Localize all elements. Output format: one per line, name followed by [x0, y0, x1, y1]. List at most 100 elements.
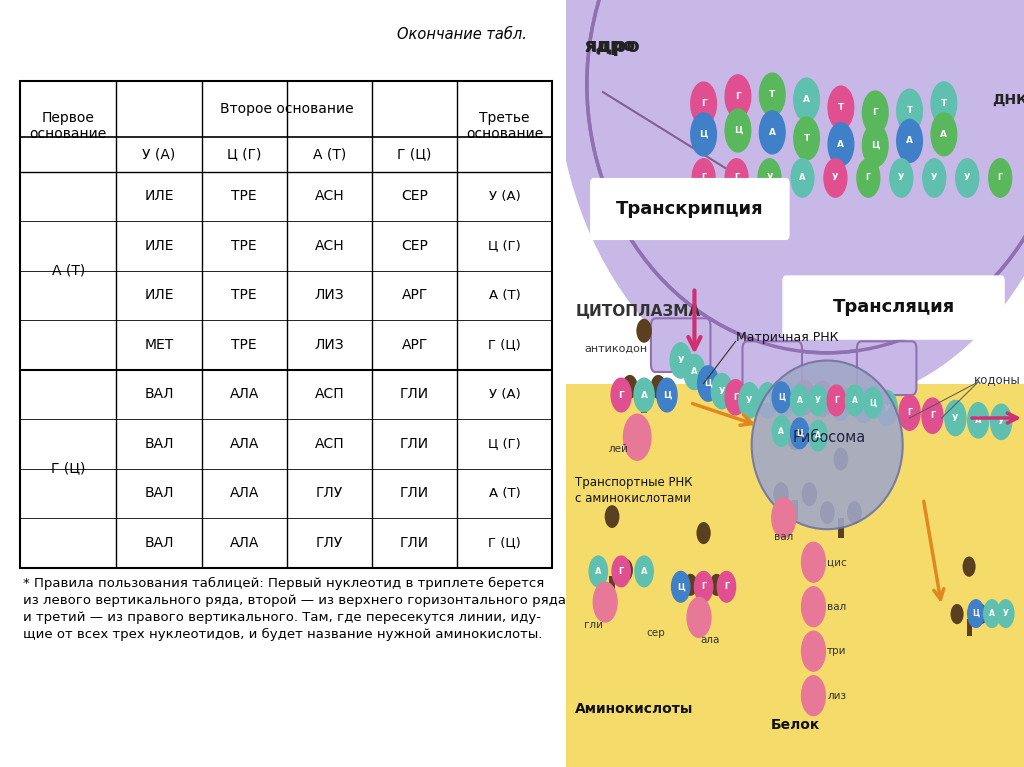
- Circle shape: [725, 380, 746, 415]
- Ellipse shape: [618, 558, 633, 581]
- Text: ядро: ядро: [585, 37, 640, 55]
- Text: ГЛИ: ГЛИ: [400, 486, 429, 500]
- Circle shape: [697, 366, 719, 401]
- Text: Г: Г: [865, 173, 871, 183]
- Text: А: А: [803, 95, 810, 104]
- Text: А (Т): А (Т): [488, 289, 520, 302]
- Text: вал: вал: [774, 532, 794, 542]
- Text: Ц: Ц: [869, 398, 877, 407]
- Text: Г: Г: [724, 582, 729, 591]
- Text: ала: ала: [700, 635, 720, 646]
- Bar: [641, 393, 647, 413]
- Circle shape: [772, 498, 796, 538]
- Text: Второе основание: Второе основание: [220, 101, 353, 116]
- Ellipse shape: [787, 426, 803, 450]
- Text: гли: гли: [585, 620, 603, 630]
- Circle shape: [624, 414, 651, 460]
- FancyBboxPatch shape: [782, 275, 1005, 340]
- Circle shape: [802, 587, 825, 627]
- FancyBboxPatch shape: [857, 341, 916, 395]
- Text: А: А: [691, 367, 697, 377]
- Text: АЛА: АЛА: [229, 437, 259, 451]
- Text: цис: цис: [827, 557, 847, 568]
- Bar: [700, 591, 707, 609]
- Text: Г (Ц): Г (Ц): [488, 338, 521, 351]
- Circle shape: [670, 343, 691, 378]
- Circle shape: [718, 571, 735, 602]
- Text: ВАЛ: ВАЛ: [144, 536, 174, 550]
- Circle shape: [758, 159, 781, 197]
- Text: ИЛЕ: ИЛЕ: [144, 239, 174, 253]
- Text: АСН: АСН: [314, 239, 344, 253]
- Text: АСП: АСП: [314, 387, 344, 401]
- Circle shape: [611, 378, 631, 412]
- Text: ЛИЗ: ЛИЗ: [314, 337, 344, 352]
- Text: А: А: [799, 173, 806, 183]
- Circle shape: [862, 91, 888, 134]
- Text: Ц (Г): Ц (Г): [227, 147, 261, 161]
- Text: ГЛУ: ГЛУ: [315, 536, 343, 550]
- Circle shape: [692, 159, 715, 197]
- Circle shape: [635, 556, 653, 587]
- Circle shape: [827, 385, 846, 416]
- Text: Г: Г: [618, 390, 624, 400]
- Text: антикодон: антикодон: [585, 344, 648, 354]
- Text: ГЛИ: ГЛИ: [400, 536, 429, 550]
- Text: АЛА: АЛА: [229, 486, 259, 500]
- Circle shape: [794, 78, 819, 121]
- Circle shape: [775, 381, 797, 416]
- Text: А (Т): А (Т): [51, 264, 85, 278]
- Text: Окончание табл.: Окончание табл.: [396, 27, 526, 42]
- Circle shape: [923, 159, 946, 197]
- Text: А: А: [641, 567, 647, 576]
- Text: У (А): У (А): [488, 388, 520, 401]
- Circle shape: [955, 159, 979, 197]
- Text: Г: Г: [734, 173, 739, 183]
- Text: ТРЕ: ТРЕ: [231, 288, 257, 302]
- Text: Третье
основание: Третье основание: [466, 111, 544, 141]
- Circle shape: [809, 420, 827, 451]
- Circle shape: [589, 556, 607, 587]
- Circle shape: [757, 383, 778, 418]
- Text: А: А: [797, 396, 803, 405]
- Circle shape: [812, 381, 834, 416]
- Text: Г: Г: [907, 408, 912, 417]
- Text: Т: Т: [906, 106, 912, 115]
- Circle shape: [990, 404, 1012, 439]
- Text: Матричная РНК: Матричная РНК: [735, 331, 838, 344]
- Text: У: У: [931, 173, 938, 183]
- Circle shape: [694, 571, 713, 602]
- Text: СЕР: СЕР: [401, 189, 428, 203]
- Text: У: У: [782, 394, 790, 403]
- Circle shape: [802, 676, 825, 716]
- Text: Ц: Ц: [677, 582, 685, 591]
- Text: У: У: [884, 403, 890, 413]
- Circle shape: [828, 123, 854, 166]
- Circle shape: [772, 416, 791, 446]
- Ellipse shape: [636, 319, 652, 343]
- Ellipse shape: [950, 604, 964, 624]
- Text: А (Т): А (Т): [488, 487, 520, 500]
- Text: ГЛИ: ГЛИ: [400, 437, 429, 451]
- Text: А: А: [595, 567, 601, 576]
- Text: А: А: [852, 396, 857, 405]
- Text: ИЛЕ: ИЛЕ: [144, 288, 174, 302]
- Circle shape: [897, 89, 923, 132]
- Text: А: А: [769, 128, 776, 137]
- Text: Ц: Ц: [699, 130, 708, 139]
- FancyBboxPatch shape: [651, 318, 711, 372]
- Circle shape: [968, 600, 984, 627]
- Text: Рибосома: Рибосома: [793, 430, 866, 445]
- Text: Ц: Ц: [705, 379, 712, 388]
- Bar: [609, 576, 614, 595]
- Text: Т: Т: [941, 99, 947, 108]
- Ellipse shape: [650, 375, 666, 399]
- Text: Г (Ц): Г (Ц): [51, 462, 85, 476]
- Circle shape: [846, 385, 864, 416]
- Ellipse shape: [847, 501, 862, 524]
- Text: Г: Г: [802, 393, 807, 402]
- Text: ТРЕ: ТРЕ: [231, 239, 257, 253]
- Bar: [19, 81, 552, 568]
- Circle shape: [824, 159, 847, 197]
- Text: ядро: ядро: [585, 37, 636, 55]
